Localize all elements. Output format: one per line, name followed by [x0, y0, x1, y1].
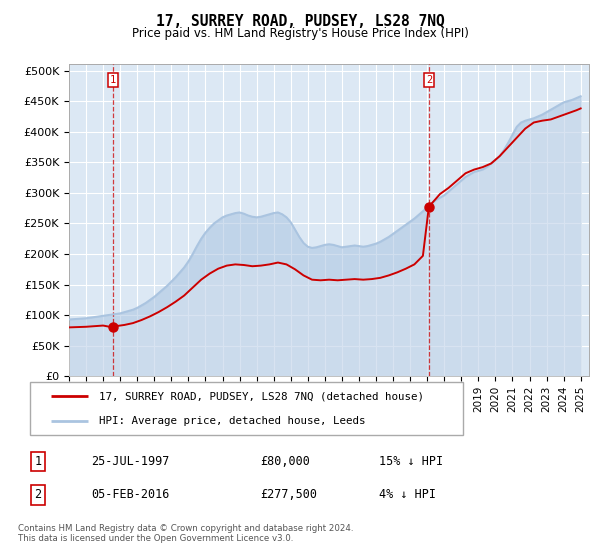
Text: £277,500: £277,500 [260, 488, 317, 501]
Text: 4% ↓ HPI: 4% ↓ HPI [379, 488, 436, 501]
Text: 15% ↓ HPI: 15% ↓ HPI [379, 455, 443, 468]
Text: 2: 2 [34, 488, 41, 501]
Text: 2: 2 [426, 75, 432, 85]
Text: Price paid vs. HM Land Registry's House Price Index (HPI): Price paid vs. HM Land Registry's House … [131, 27, 469, 40]
FancyBboxPatch shape [30, 382, 463, 435]
Text: 17, SURREY ROAD, PUDSEY, LS28 7NQ: 17, SURREY ROAD, PUDSEY, LS28 7NQ [155, 14, 445, 29]
Text: £80,000: £80,000 [260, 455, 310, 468]
Text: 25-JUL-1997: 25-JUL-1997 [91, 455, 170, 468]
Text: 1: 1 [110, 75, 116, 85]
Text: Contains HM Land Registry data © Crown copyright and database right 2024.
This d: Contains HM Land Registry data © Crown c… [18, 524, 353, 543]
Text: 1: 1 [34, 455, 41, 468]
Text: HPI: Average price, detached house, Leeds: HPI: Average price, detached house, Leed… [98, 416, 365, 426]
Text: 05-FEB-2016: 05-FEB-2016 [91, 488, 170, 501]
Text: 17, SURREY ROAD, PUDSEY, LS28 7NQ (detached house): 17, SURREY ROAD, PUDSEY, LS28 7NQ (detac… [98, 391, 424, 402]
